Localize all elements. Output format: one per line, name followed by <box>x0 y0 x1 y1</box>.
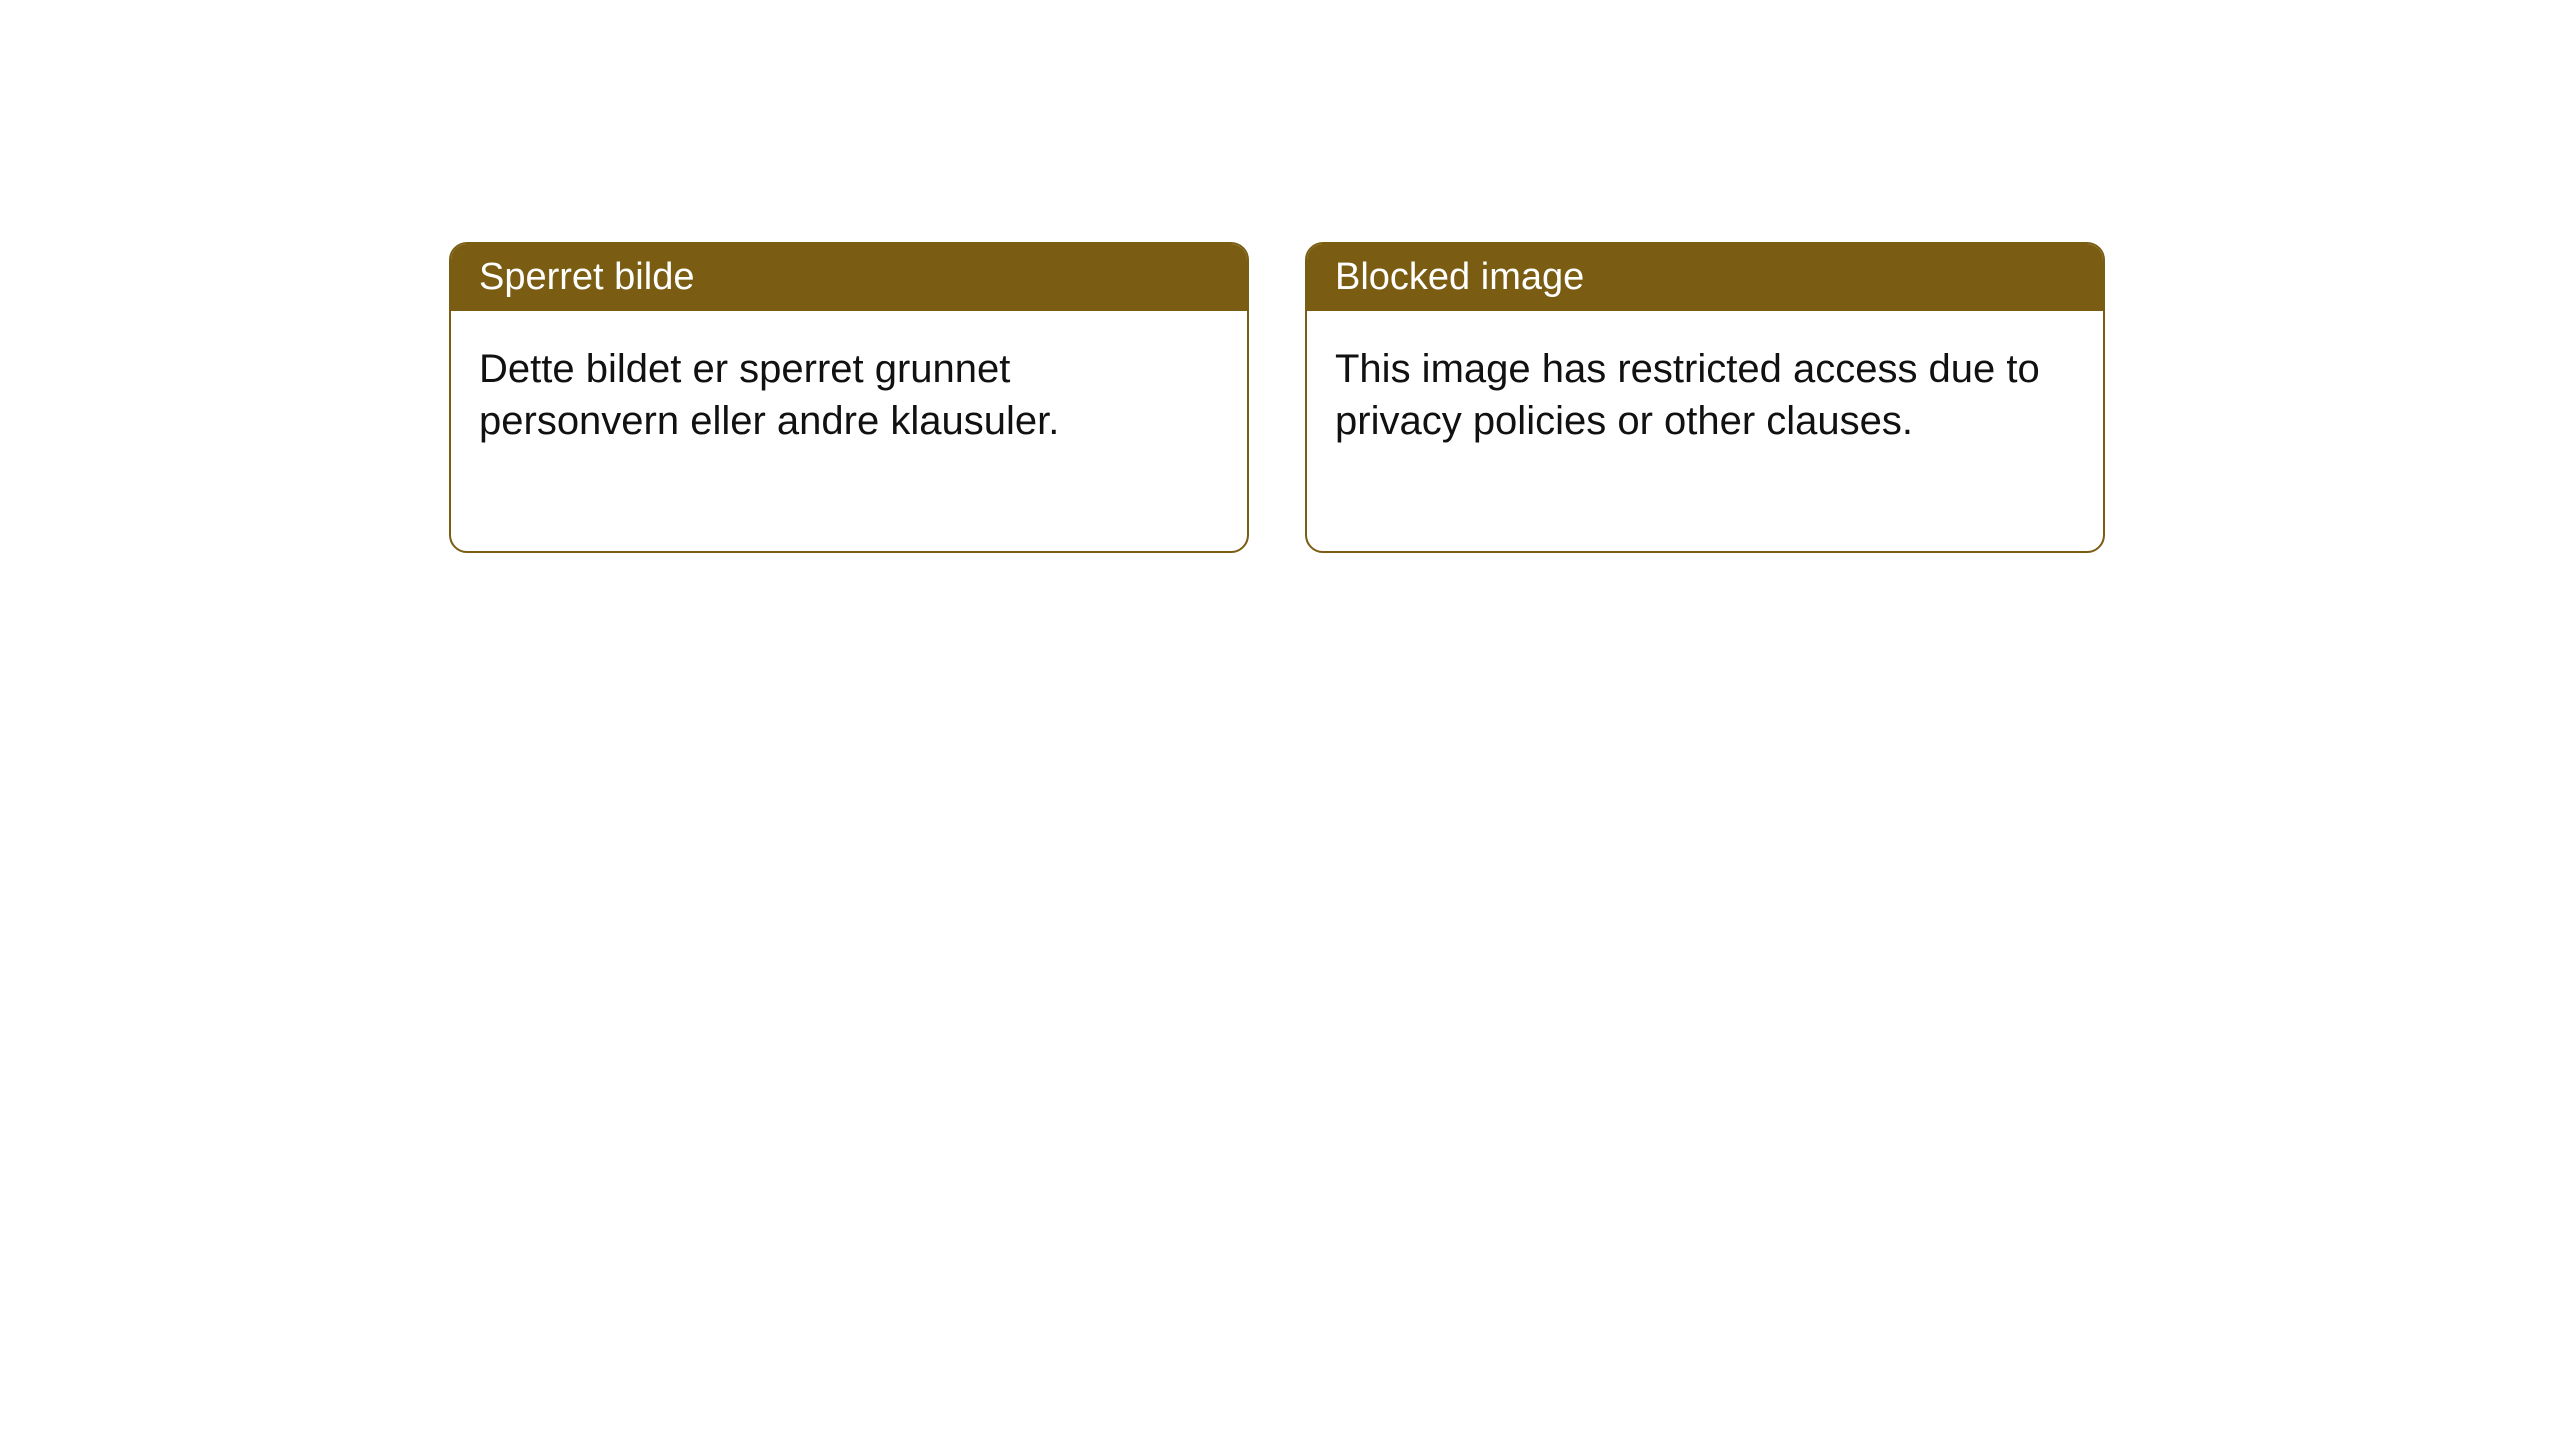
notice-card-english: Blocked image This image has restricted … <box>1305 242 2105 553</box>
notice-card-title: Sperret bilde <box>451 244 1247 311</box>
notice-card-body: This image has restricted access due to … <box>1307 311 2103 551</box>
notice-card-title: Blocked image <box>1307 244 2103 311</box>
notice-cards-container: Sperret bilde Dette bildet er sperret gr… <box>449 242 2105 553</box>
notice-card-body: Dette bildet er sperret grunnet personve… <box>451 311 1247 551</box>
notice-card-norwegian: Sperret bilde Dette bildet er sperret gr… <box>449 242 1249 553</box>
